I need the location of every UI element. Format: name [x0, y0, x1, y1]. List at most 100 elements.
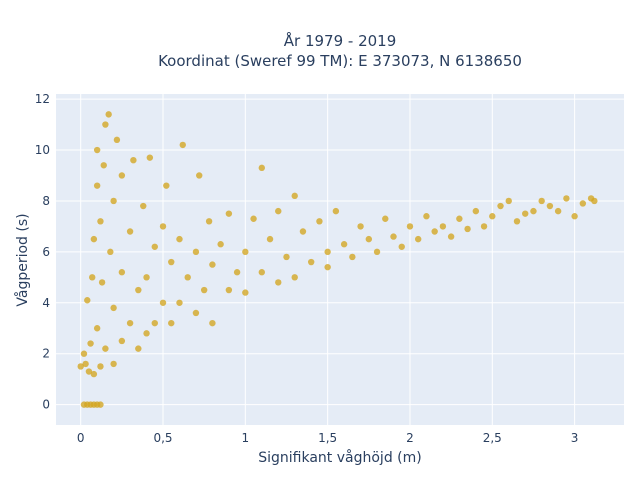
data-point [530, 207, 537, 215]
data-point [100, 162, 107, 169]
x-tick-label: 0,5 [153, 431, 172, 445]
data-point [472, 207, 480, 215]
data-point [357, 223, 364, 230]
data-point [135, 345, 142, 352]
data-point [97, 401, 104, 408]
data-point [217, 241, 224, 248]
data-point [365, 235, 373, 243]
data-point [242, 289, 249, 296]
y-tick-label: 10 [35, 143, 50, 157]
data-point [80, 350, 88, 357]
data-point [97, 218, 104, 225]
data-point [554, 207, 562, 215]
data-point [179, 141, 186, 149]
data-point [390, 233, 397, 240]
y-tick-label: 0 [42, 398, 50, 412]
data-point [140, 202, 147, 210]
data-point [332, 207, 340, 215]
data-point [184, 274, 191, 281]
x-tick-label: 1,5 [318, 431, 337, 445]
data-point [102, 121, 109, 128]
data-point [151, 243, 158, 250]
grid-layer [56, 94, 624, 425]
data-point [98, 279, 106, 286]
data-point [307, 258, 315, 266]
data-point [480, 223, 488, 230]
data-point [126, 319, 134, 327]
data-point [90, 235, 98, 243]
chart-title-line-2: Koordinat (Sweref 99 TM): E 373073, N 61… [158, 52, 522, 70]
data-point [159, 223, 167, 230]
data-point [505, 197, 512, 205]
data-point [406, 223, 414, 230]
data-point [546, 202, 554, 210]
y-ticks-layer: 0 2 4 6 8 10 12 [35, 92, 50, 412]
data-point [250, 215, 257, 222]
data-point [192, 248, 200, 256]
data-point [324, 263, 331, 271]
data-point [225, 210, 233, 217]
data-point [233, 269, 241, 276]
data-point [275, 279, 282, 286]
data-point [107, 248, 114, 256]
data-point [118, 172, 126, 179]
data-point [275, 207, 282, 215]
data-point [77, 363, 84, 370]
data-point [168, 258, 175, 266]
y-axis-title: Vågperiod (s) [14, 213, 31, 306]
data-point [93, 182, 101, 189]
data-point [209, 261, 216, 268]
data-point [90, 370, 98, 378]
data-point [439, 223, 447, 230]
x-tick-label: 3 [571, 431, 579, 445]
data-point [431, 228, 438, 235]
data-point [225, 286, 233, 294]
data-point [110, 304, 117, 312]
y-tick-label: 2 [42, 347, 50, 361]
data-point [205, 218, 213, 225]
data-point [456, 215, 463, 222]
y-tick-label: 6 [42, 245, 50, 259]
x-tick-label: 2,5 [483, 431, 502, 445]
data-point [340, 241, 348, 248]
x-tick-label: 1 [242, 431, 250, 445]
data-point [447, 233, 455, 240]
chart-title-line-1: År 1979 - 2019 [284, 31, 397, 50]
y-tick-label: 8 [42, 194, 50, 208]
x-axis-title: Signifikant våghöjd (m) [258, 449, 421, 466]
data-point [97, 363, 104, 370]
data-point [151, 319, 158, 327]
data-point [105, 111, 112, 118]
data-point [209, 319, 216, 327]
y-tick-label: 12 [35, 92, 50, 106]
data-point [146, 154, 154, 161]
x-tick-label: 2 [406, 431, 414, 445]
data-point [192, 309, 200, 317]
data-point [258, 269, 265, 276]
data-point [143, 330, 150, 337]
data-point [84, 297, 91, 304]
data-point [579, 200, 587, 207]
data-point [87, 340, 94, 347]
data-point [415, 235, 422, 243]
data-point [291, 192, 298, 200]
data-point [135, 286, 142, 294]
data-point [82, 360, 89, 368]
data-point [113, 136, 121, 144]
data-point [373, 248, 381, 256]
data-point [591, 197, 598, 205]
x-ticks-layer: 0 0,5 1 1,5 2 2,5 3 [77, 431, 579, 445]
data-point [563, 195, 570, 202]
data-point [571, 213, 578, 220]
data-point [126, 228, 134, 235]
data-point [283, 253, 290, 261]
data-point [291, 274, 298, 281]
data-point [176, 235, 183, 243]
data-point [118, 337, 126, 345]
y-tick-label: 4 [42, 296, 50, 310]
plot-background [56, 94, 624, 425]
data-point [382, 215, 389, 222]
data-point [242, 248, 249, 256]
